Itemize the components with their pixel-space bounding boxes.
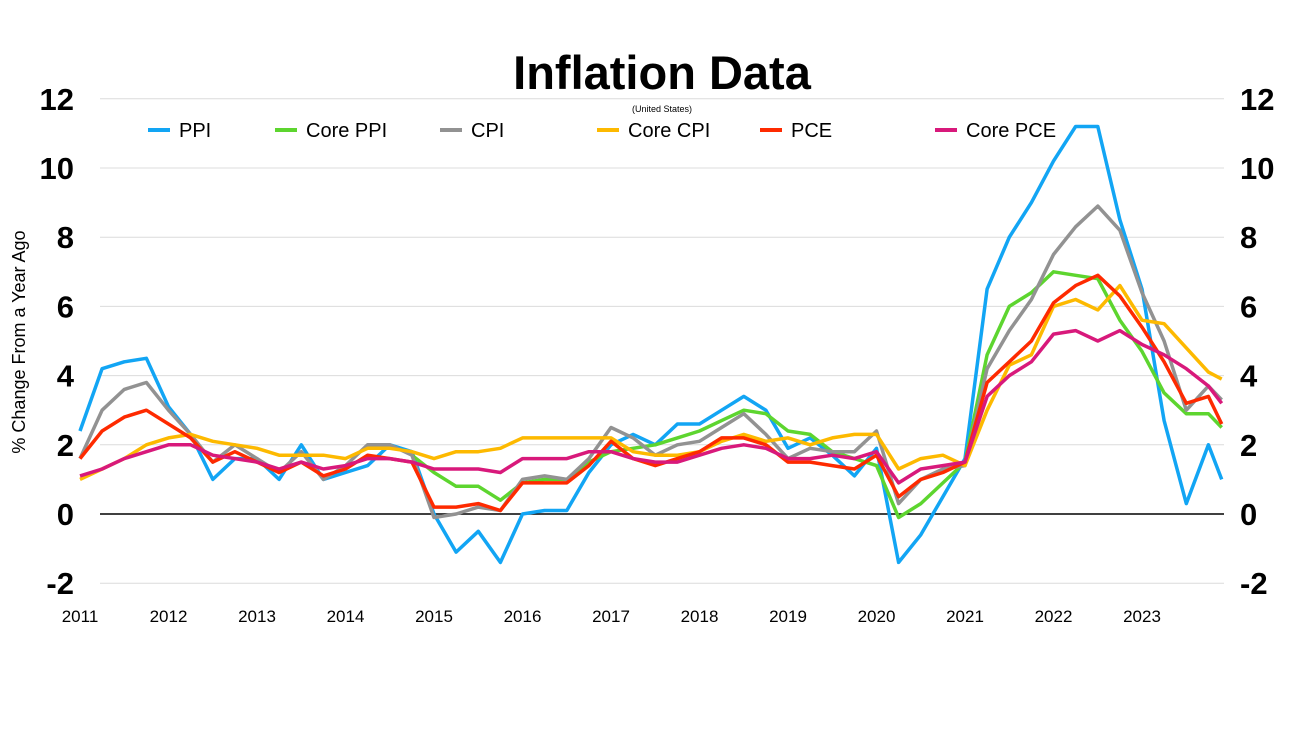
y-tick-right: 6	[1240, 289, 1257, 324]
series-line-core-cpi	[79, 283, 1223, 481]
y-tick-right: 12	[1240, 82, 1274, 117]
x-tick-label: 2021	[946, 607, 984, 626]
legend-label-core-ppi: Core PPI	[306, 120, 387, 142]
y-axis-label: % Change From a Year Ago	[9, 230, 29, 453]
chart-title: Inflation Data	[513, 46, 812, 99]
gridlines	[100, 98, 1224, 584]
x-tick-label: 2022	[1035, 607, 1073, 626]
x-tick-label: 2023	[1123, 607, 1161, 626]
y-tick-right: 2	[1240, 428, 1257, 463]
x-tick-label: 2019	[769, 607, 807, 626]
chart-subtitle: (United States)	[632, 104, 692, 114]
series-line-core-pce	[79, 328, 1224, 485]
y-tick-right: 8	[1240, 220, 1257, 255]
y-tick-left: 12	[40, 82, 74, 117]
y-tick-right: -2	[1240, 566, 1268, 601]
x-tick-label: 2015	[415, 607, 453, 626]
y-tick-left: 8	[57, 220, 74, 255]
y-tick-left: -2	[46, 566, 74, 601]
y-tick-left: 0	[57, 497, 74, 532]
x-tick-labels: 2011 2012 2013 2014 2015 2016 2017 2018 2019 2020…	[62, 607, 1161, 626]
y-tick-left: 4	[57, 359, 75, 394]
legend-label-core-cpi: Core CPI	[628, 120, 710, 142]
y-tick-right: 4	[1240, 359, 1258, 394]
y-tick-left: 10	[40, 151, 74, 186]
x-tick-label: 2014	[327, 607, 365, 626]
y-tick-left: 6	[57, 289, 74, 324]
legend: PPI Core PPI CPI Core CPI PCE Core PCE	[148, 120, 1056, 142]
x-tick-label: 2017	[592, 607, 630, 626]
legend-label-pce: PCE	[791, 120, 832, 142]
x-tick-label: 2020	[858, 607, 896, 626]
legend-label-cpi: CPI	[471, 120, 504, 142]
y-tick-right: 10	[1240, 151, 1274, 186]
series-line-ppi	[78, 124, 1224, 565]
y-tick-labels: -2 -2 0 0 2 2 4 4 6 6 8 8 10 10 12 12	[40, 82, 1275, 601]
x-tick-label: 2012	[150, 607, 188, 626]
x-tick-label: 2016	[504, 607, 542, 626]
legend-label-core-pce: Core PCE	[966, 120, 1056, 142]
series-line-pce	[78, 273, 1224, 513]
x-tick-label: 2018	[681, 607, 719, 626]
x-tick-label: 2013	[238, 607, 276, 626]
legend-label-ppi: PPI	[179, 120, 211, 142]
series-line-cpi	[78, 204, 1223, 520]
x-tick-label: 2011	[62, 607, 99, 626]
series-lines	[78, 124, 1224, 565]
y-tick-right: 0	[1240, 497, 1257, 532]
y-tick-left: 2	[57, 428, 74, 463]
